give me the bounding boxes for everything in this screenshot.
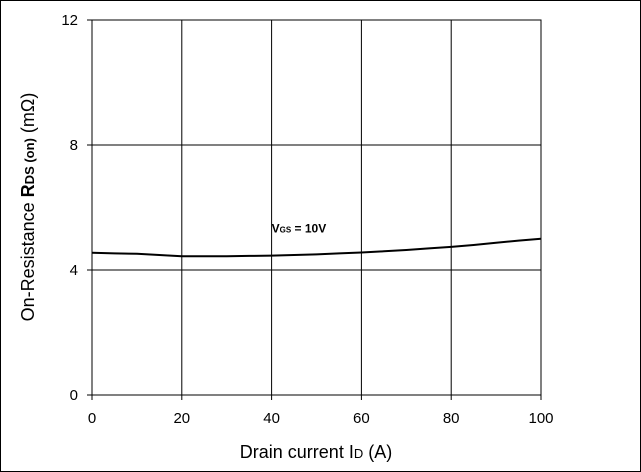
x-tick-label: 100 <box>528 410 553 427</box>
series-layer <box>91 237 542 258</box>
tick-label-layer: 0 20 40 60 80 100 0 4 8 12 <box>61 12 553 427</box>
x-title-unit: (A) <box>363 442 392 462</box>
y-title-symbol: R <box>18 184 38 197</box>
x-tick-label: 0 <box>88 410 96 427</box>
y-tick-label: 8 <box>70 137 78 154</box>
x-tick-label: 60 <box>353 410 370 427</box>
y-title-subscript: DS (on) <box>22 138 37 184</box>
x-axis-title: Drain current ID (A) <box>240 442 392 462</box>
annotation-rest: = 10V <box>291 222 326 236</box>
y-title-prefix: On-Resistance <box>18 197 38 321</box>
x-title-main: Drain current I <box>240 442 354 462</box>
y-tick-label: 12 <box>61 12 78 29</box>
plot-frame <box>91 19 542 396</box>
annotation-prefix: V <box>272 222 280 236</box>
x-tick-label: 20 <box>173 410 190 427</box>
grid-layer <box>92 20 541 395</box>
x-tick-label: 40 <box>263 410 280 427</box>
annotation-subscript: GS <box>280 226 292 235</box>
y-title-unit: (mΩ) <box>18 93 38 138</box>
x-tick-label: 80 <box>443 410 460 427</box>
series-annotation: VGS = 10V <box>272 222 327 236</box>
y-tick-label: 4 <box>70 262 78 279</box>
y-tick-label: 0 <box>70 387 78 404</box>
series-line-0 <box>91 237 542 258</box>
x-title-subscript: D <box>354 446 363 461</box>
y-axis-title: On-Resistance RDS (on) (mΩ) <box>18 93 38 322</box>
